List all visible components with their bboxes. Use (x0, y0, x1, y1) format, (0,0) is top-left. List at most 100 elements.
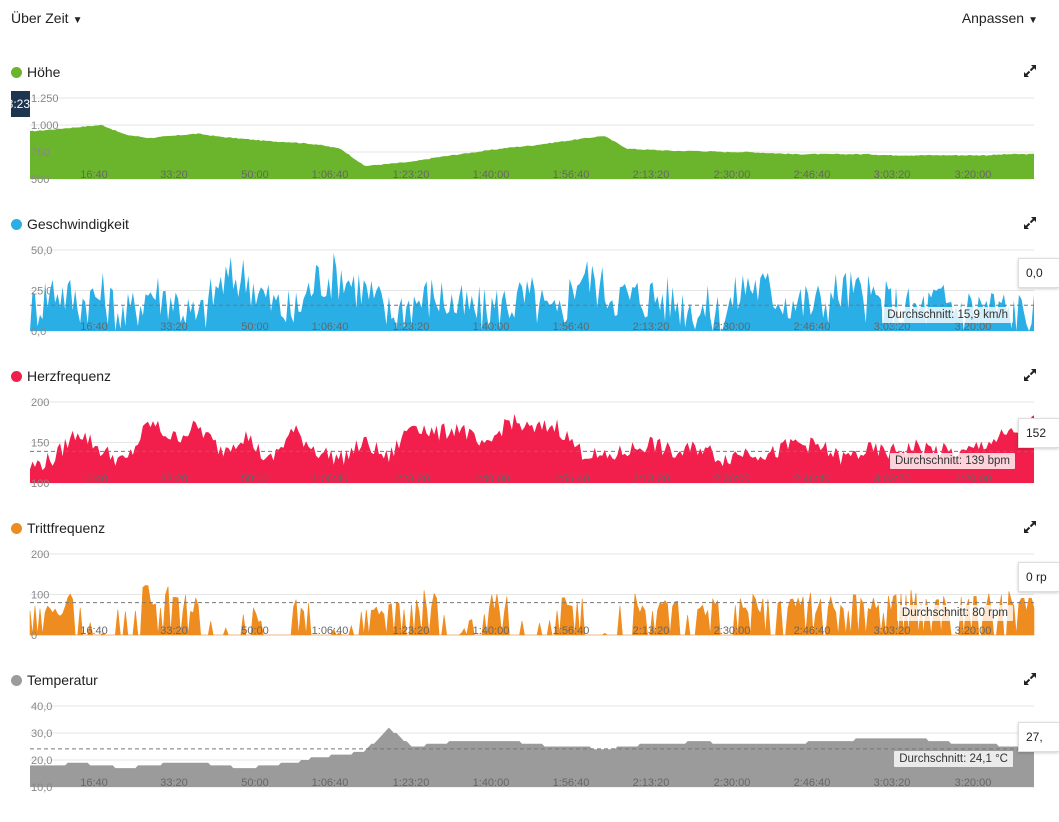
y-tick-label: 100 (31, 478, 49, 490)
chart-title-text: Herzfrequenz (27, 368, 112, 384)
x-tick-label: 50:00 (241, 625, 269, 637)
chart-title: Geschwindigkeit (11, 214, 129, 234)
x-tick-label: 2:13:20 (633, 169, 670, 181)
x-tick-label: 3:03:20 (874, 473, 911, 485)
x-tick-label: 50:00 (241, 777, 269, 789)
chart-title: Herzfrequenz (11, 366, 111, 386)
hover-value-tooltip: 152 (1018, 418, 1059, 448)
chart-panel-herzfrequenz: Herzfrequenz 200 150 100 16:40 33:20 50:00 1:06… (0, 366, 1059, 518)
y-tick-label: 40,0 (31, 701, 52, 713)
expand-arrows-icon[interactable] (1023, 64, 1037, 78)
expand-arrows-icon[interactable] (1023, 672, 1037, 686)
y-tick-label: 500 (31, 174, 49, 186)
x-tick-label: 1:56:40 (553, 321, 590, 333)
chart-svg: 200 150 100 16:40 33:20 50:00 1:06:40 1:23:20 1:… (30, 397, 1034, 490)
x-tick-label: 3:03:20 (874, 321, 911, 333)
series-area (29, 585, 1035, 637)
x-tick-label: 50:00 (241, 321, 269, 333)
caret-down-icon: ▼ (72, 15, 83, 26)
x-tick-label: 2:13:20 (633, 321, 670, 333)
average-label: Durchschnitt: 15,9 km/h (882, 307, 1013, 324)
x-tick-label: 1:23:20 (393, 777, 430, 789)
average-label: Durchschnitt: 139 bpm (889, 453, 1015, 470)
x-tick-label: 1:56:40 (553, 625, 590, 637)
y-tick-label: 150 (31, 438, 49, 450)
x-tick-label: 1:40:00 (473, 473, 510, 485)
x-tick-label: 16:40 (80, 473, 108, 485)
x-tick-label: 16:40 (80, 777, 108, 789)
chart-area[interactable]: 1.250 1.000 750 500 16:40 33:20 50:00 1:06:40 1:… (0, 86, 1059, 186)
y-tick-label: 25,0 (31, 286, 52, 298)
x-tick-label: 2:46:40 (794, 777, 831, 789)
x-tick-label: 2:46:40 (794, 321, 831, 333)
legend-dot-icon (11, 66, 22, 78)
chart-panel-trittfrequenz: Trittfrequenz 200 100 0 16:40 33:20 50:00 1:06:… (0, 518, 1059, 670)
hover-value-tooltip: 27, (1018, 722, 1059, 752)
y-tick-label: 200 (31, 549, 49, 561)
y-tick-label: 20,0 (31, 755, 52, 767)
legend-dot-icon (11, 674, 22, 686)
y-tick-label: 200 (31, 397, 49, 409)
series-area (30, 124, 1034, 179)
chart-area[interactable]: 200 150 100 16:40 33:20 50:00 1:06:40 1:23:20 1:… (0, 390, 1059, 490)
x-tick-label: 1:23:20 (393, 473, 430, 485)
chart-area[interactable]: 200 100 0 16:40 33:20 50:00 1:06:40 1:23:20 1:40… (0, 542, 1059, 642)
legend-dot-icon (11, 218, 22, 230)
chart-panel-temperatur: Temperatur 40,0 30,0 20,0 10,0 16:40 33:20 50:0… (0, 670, 1059, 822)
x-tick-label: 3:20:00 (955, 321, 992, 333)
expand-arrows-icon[interactable] (1023, 216, 1037, 230)
legend-dot-icon (11, 522, 22, 534)
x-tick-label: 1:06:40 (312, 169, 349, 181)
x-tick-label: 50:00 (241, 169, 269, 181)
x-tick-label: 1:40:00 (473, 625, 510, 637)
chart-panel-hoehe: Höhe 1.250 1.000 750 500 16:40 33:20 50:00 1:06:… (0, 62, 1059, 214)
x-tick-label: 2:46:40 (794, 473, 831, 485)
y-tick-label: 100 (31, 590, 49, 602)
x-tick-label: 3:20:00 (955, 777, 992, 789)
chart-area[interactable]: 50,0 25,0 0,0 16:40 33:20 50:00 1:06:40 1:23:20… (0, 238, 1059, 338)
average-label: Durchschnitt: 24,1 °C (894, 750, 1013, 767)
y-tick-label: 0,0 (31, 326, 46, 338)
view-mode-dropdown[interactable]: Über Zeit ▼ (11, 10, 82, 26)
chart-panel-geschwindigkeit: Geschwindigkeit 50,0 25,0 0,0 16:40 33:20 50:0… (0, 214, 1059, 366)
expand-arrows-icon[interactable] (1023, 368, 1037, 382)
view-mode-label: Über Zeit (11, 10, 69, 26)
x-tick-label: 2:30:00 (714, 169, 751, 181)
caret-down-icon: ▼ (1028, 15, 1038, 26)
x-tick-label: 1:56:40 (553, 169, 590, 181)
x-tick-label: 3:03:20 (874, 625, 911, 637)
x-tick-label: 3:20:00 (955, 169, 992, 181)
y-tick-label: 0 (31, 630, 37, 642)
x-tick-label: 33:20 (160, 625, 188, 637)
x-tick-label: 3:03:20 (874, 169, 911, 181)
chart-title-text: Trittfrequenz (27, 520, 106, 536)
series-area (30, 413, 1034, 483)
chart-svg: 200 100 0 16:40 33:20 50:00 1:06:40 1:23:20 1:40… (29, 549, 1035, 642)
chart-area[interactable]: 40,0 30,0 20,0 10,0 16:40 33:20 50:00 1:06:40 1:… (0, 694, 1059, 794)
y-tick-label: 1.250 (31, 93, 59, 105)
x-tick-label: 1:23:20 (393, 625, 430, 637)
y-tick-label: 50,0 (31, 245, 52, 257)
x-tick-label: 1:06:40 (312, 473, 349, 485)
customize-label: Anpassen (961, 10, 1025, 26)
customize-dropdown[interactable]: Anpassen ▼ (962, 10, 1038, 26)
expand-arrows-icon[interactable] (1023, 520, 1037, 534)
series-area (30, 252, 1034, 331)
x-tick-label: 1:23:20 (393, 169, 430, 181)
chart-svg: 1.250 1.000 750 500 16:40 33:20 50:00 1:06:40 1:… (30, 93, 1034, 186)
x-tick-label: 33:20 (160, 321, 188, 333)
x-tick-label: 1:40:00 (473, 169, 510, 181)
chart-title-text: Temperatur (27, 672, 98, 688)
x-tick-label: 2:30:00 (714, 777, 751, 789)
x-tick-label: 33:20 (160, 777, 188, 789)
chart-svg: 50,0 25,0 0,0 16:40 33:20 50:00 1:06:40 1:23:20… (30, 245, 1034, 338)
average-label: Durchschnitt: 80 rpm (896, 604, 1013, 621)
x-tick-label: 2:13:20 (633, 777, 670, 789)
chart-title: Höhe (11, 62, 60, 82)
hover-value-tooltip: 0,0 (1018, 258, 1059, 288)
x-tick-label: 16:40 (80, 321, 108, 333)
x-tick-label: 2:13:20 (633, 625, 670, 637)
x-tick-label: 2:30:00 (714, 321, 751, 333)
x-tick-label: 1:23:20 (393, 321, 430, 333)
x-tick-label: 2:13:20 (633, 473, 670, 485)
